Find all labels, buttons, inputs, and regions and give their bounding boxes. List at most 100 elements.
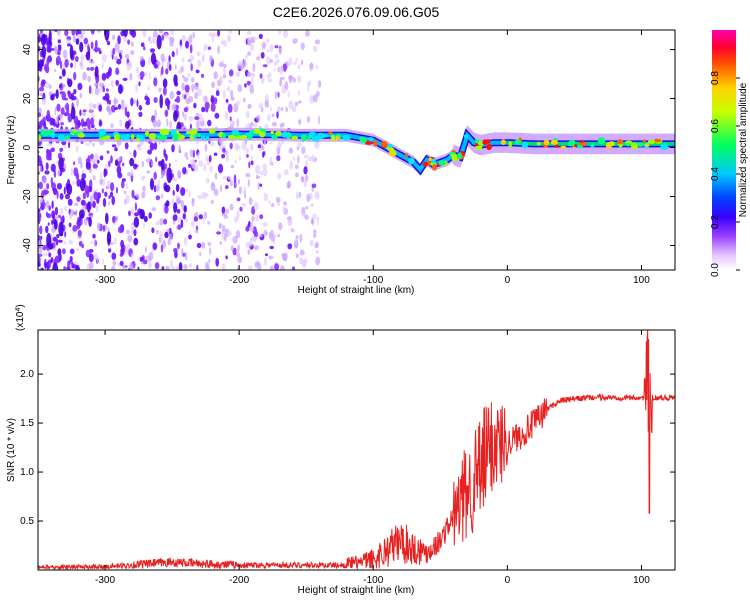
spectrogram-noise-blob bbox=[108, 99, 111, 105]
spectrogram-noise-blob bbox=[106, 150, 110, 154]
spectrogram-noise-blob bbox=[188, 263, 192, 268]
spectrogram-noise-blob bbox=[314, 140, 320, 149]
spectrogram-noise-blob bbox=[182, 252, 186, 257]
spectrogram-noise-blob bbox=[188, 116, 194, 122]
spectrogram-noise-blob bbox=[45, 152, 51, 161]
spectrogram-noise-blob bbox=[153, 141, 158, 151]
spectrogram-noise-blob bbox=[180, 219, 184, 229]
spectrogram-noise-blob bbox=[121, 265, 127, 270]
spectrogram-noise-blob bbox=[96, 222, 101, 231]
spectrogram-ridge-blob bbox=[114, 134, 120, 141]
spectrogram-noise-blob bbox=[303, 166, 308, 175]
spectrogram-noise-blob bbox=[56, 233, 60, 239]
spectrogram-noise-blob bbox=[39, 225, 43, 235]
spectrogram-noise-blob bbox=[213, 152, 218, 156]
spectrogram-noise-blob bbox=[295, 235, 299, 239]
spectrogram-noise-blob bbox=[185, 40, 189, 49]
spectrogram-noise-blob bbox=[166, 167, 173, 184]
spectrogram-noise-blob bbox=[73, 161, 76, 166]
snr-axes: -300 -200 -100 0 100 0.5 1.0 1.5 2.0 bbox=[20, 330, 675, 586]
spectrogram-noise-blob bbox=[282, 63, 287, 72]
snr-x-tick-label: -300 bbox=[95, 575, 115, 586]
spectrogram-noise-blob bbox=[90, 241, 93, 245]
spectrogram-noise-blob bbox=[197, 194, 202, 200]
spectrogram-noise-blob bbox=[142, 185, 146, 192]
spectrogram-noise-blob bbox=[62, 248, 66, 255]
spectrogram-noise-blob bbox=[54, 106, 57, 116]
spectrogram-noise-blob bbox=[102, 225, 106, 232]
spectrogram-noise-blob bbox=[235, 72, 240, 78]
spectrogram-noise-blob bbox=[114, 42, 120, 52]
spectrogram-noise-blob bbox=[66, 43, 72, 47]
spectrogram-noise-blob bbox=[266, 49, 270, 53]
spectrogram-noise-blob bbox=[159, 94, 163, 109]
spectrogram-noise-blob bbox=[281, 107, 284, 111]
spectrogram-ridge-blob bbox=[647, 139, 656, 144]
spectrogram-noise-blob bbox=[56, 190, 59, 200]
spectrogram-noise-blob bbox=[179, 39, 183, 47]
spectrogram-noise-blob bbox=[265, 193, 268, 202]
spectrogram-noise-blob bbox=[178, 144, 181, 153]
spectrogram-noise-blob bbox=[38, 245, 43, 255]
snr-frame bbox=[37, 329, 676, 571]
spectrogram-noise-blob bbox=[271, 113, 275, 118]
spectrogram-noise-blob bbox=[195, 112, 199, 116]
spectrogram-noise-blob bbox=[73, 261, 79, 265]
spectrogram-noise-blob bbox=[266, 74, 270, 79]
spectrogram-noise-blob bbox=[205, 107, 209, 113]
spectrogram-noise-blob bbox=[274, 53, 279, 59]
spectrogram-noise-blob bbox=[38, 214, 41, 223]
spectrogram-noise-blob bbox=[114, 107, 118, 111]
spectrogram-noise-blob bbox=[77, 30, 82, 35]
spectrogram-noise-blob bbox=[92, 103, 97, 109]
spectrogram-noise-blob bbox=[98, 86, 103, 93]
spectrogram-noise-blob bbox=[229, 179, 233, 187]
spectrogram-ridge-blob bbox=[617, 139, 624, 145]
spectrogram-noise-blob bbox=[282, 30, 289, 38]
spectrogram-noise-blob bbox=[148, 212, 152, 219]
spectrogram-noise-blob bbox=[203, 95, 208, 103]
spectrogram-noise-blob bbox=[245, 110, 250, 119]
spectrogram-noise-blob bbox=[219, 77, 223, 85]
spectrogram-noise-blob bbox=[264, 94, 269, 101]
spectrogram-noise-blob bbox=[277, 233, 280, 238]
spectrogram-noise-blob bbox=[41, 45, 47, 58]
snr-y-tick-label: 2.0 bbox=[20, 369, 34, 380]
spectrogram-noise-blob bbox=[70, 62, 73, 68]
spectrogram-noise-blob bbox=[56, 103, 61, 112]
spectrogram-ridge-blob bbox=[508, 141, 512, 148]
spectrogram-noise-blob bbox=[80, 65, 84, 70]
spectrogram-noise-blob bbox=[47, 222, 50, 226]
spectrogram-noise-blob bbox=[314, 242, 319, 249]
spectrogram-noise-blob bbox=[161, 66, 164, 75]
spectrogram-noise-blob bbox=[69, 248, 75, 255]
spectrogram-noise-blob bbox=[194, 116, 200, 121]
spectrogram-noise-blob bbox=[196, 51, 201, 57]
spectrogram-noise-blob bbox=[141, 191, 146, 199]
spectrogram-noise-blob bbox=[59, 193, 64, 200]
spectrogram-noise-blob bbox=[288, 100, 294, 110]
spectrogram-noise-blob bbox=[265, 253, 268, 257]
spectrogram-noise-blob bbox=[246, 80, 251, 86]
spectrogram-noise-blob bbox=[315, 65, 319, 70]
spectrogram-noise-blob bbox=[48, 261, 51, 269]
spectrogram-noise-blob bbox=[44, 63, 47, 72]
spectrogram-noise-blob bbox=[64, 206, 68, 211]
spectrogram-noise-blob bbox=[211, 81, 216, 89]
spectrogram-noise-blob bbox=[180, 199, 185, 208]
spectrogram-noise-blob bbox=[93, 191, 99, 201]
spectrogram-noise-blob bbox=[285, 107, 288, 112]
spectrogram-noise-blob bbox=[144, 95, 149, 101]
snr-x-tick-label: 0 bbox=[505, 575, 511, 586]
spectrogram-ridge-blob bbox=[148, 133, 157, 140]
spectrogram-ridge-blob bbox=[342, 134, 351, 141]
snr-x-tick-label: -100 bbox=[363, 575, 383, 586]
spectrogram-noise-blob bbox=[183, 77, 189, 82]
spectrogram-noise-blob bbox=[41, 98, 47, 106]
spectrogram-ridge-blob bbox=[550, 139, 559, 145]
spectrogram-noise-blob bbox=[137, 146, 143, 151]
spectrogram-noise-blob bbox=[40, 30, 43, 35]
spectrogram-noise-blob bbox=[54, 255, 60, 264]
spectrogram-noise-blob bbox=[278, 222, 283, 231]
spectrogram-noise-blob bbox=[202, 53, 205, 63]
